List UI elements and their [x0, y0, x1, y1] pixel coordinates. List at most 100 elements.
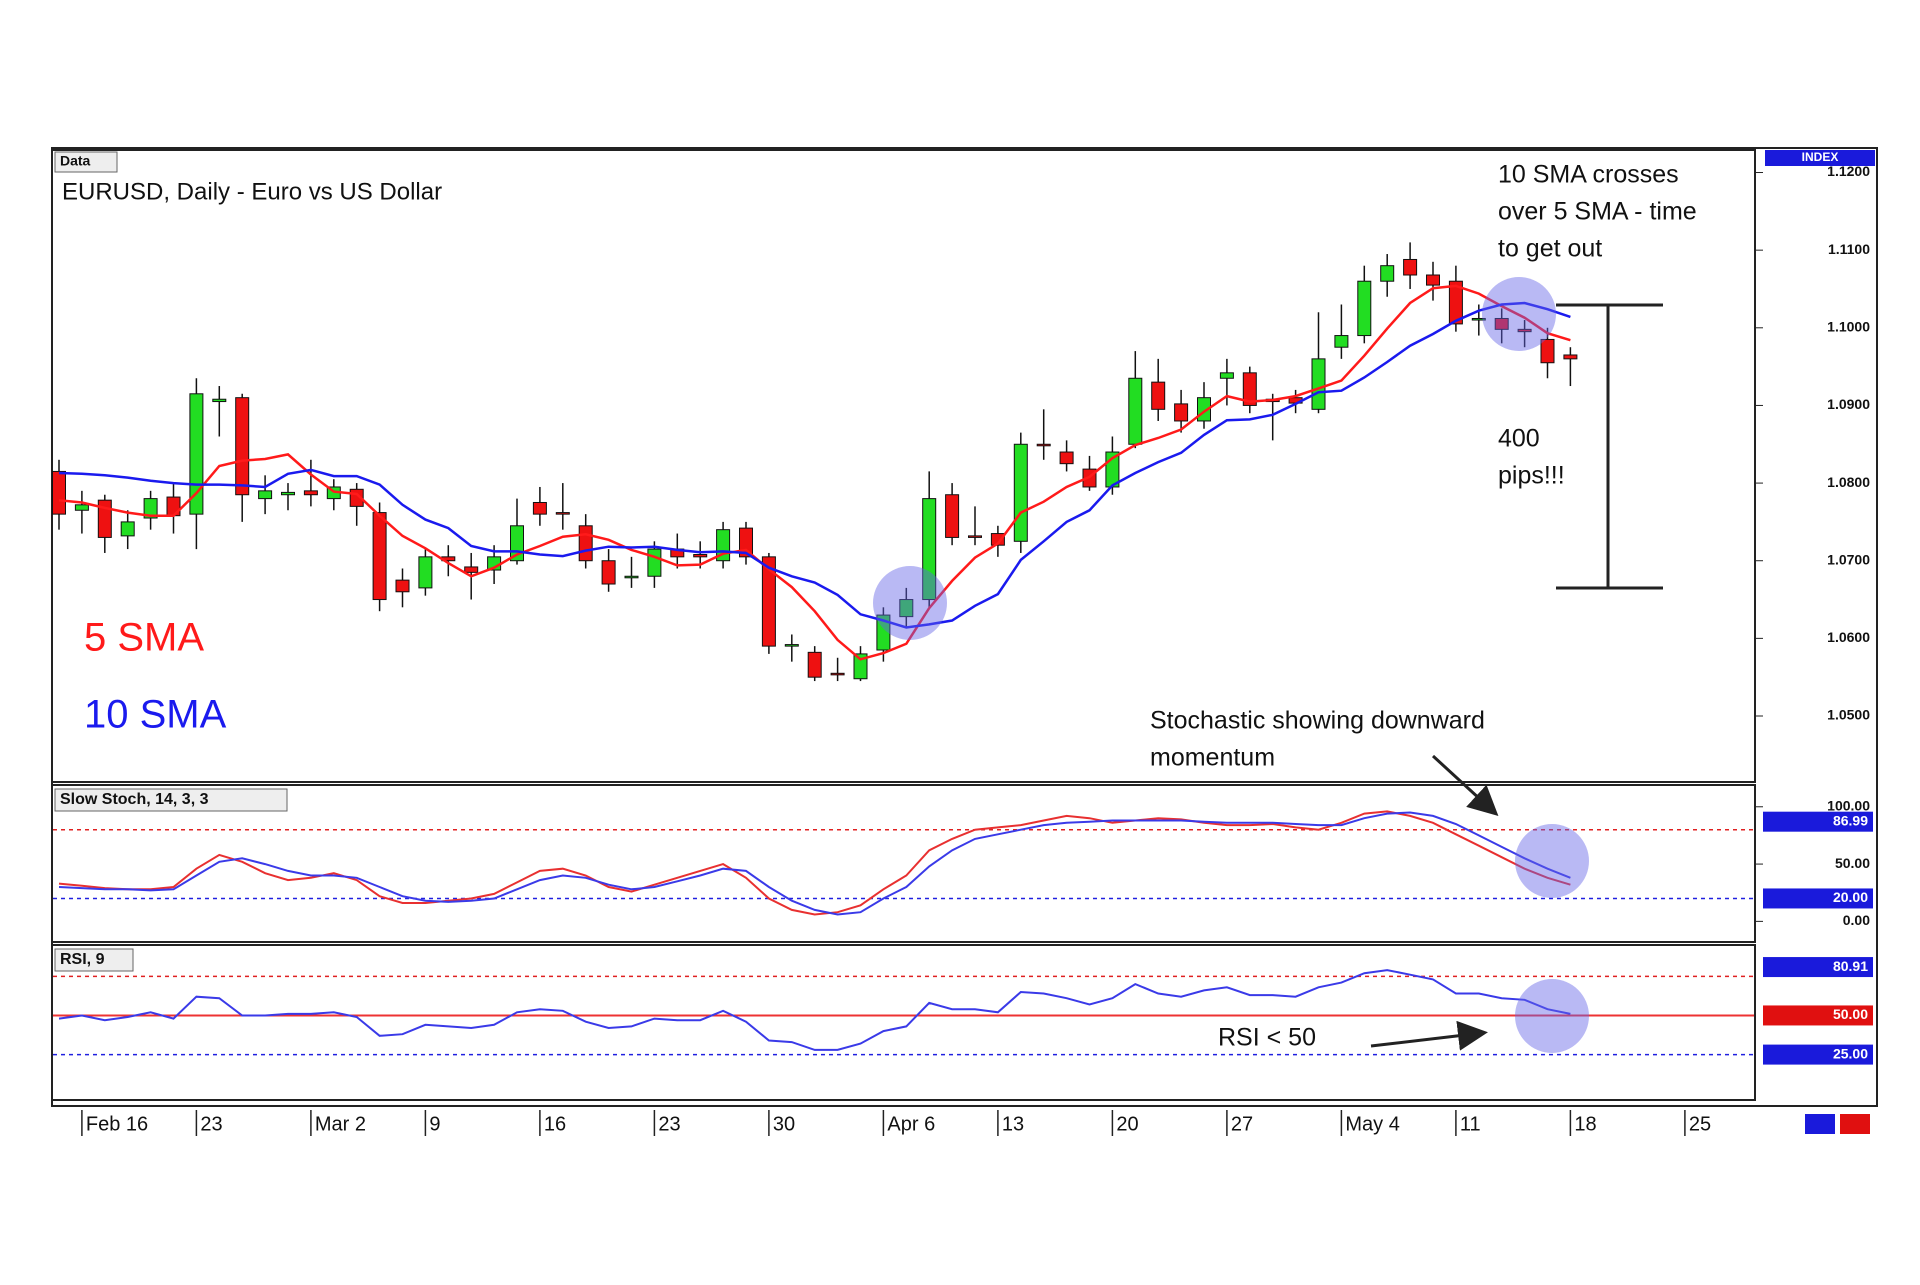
- candle-body: [1036, 443, 1051, 447]
- candle-body: [1563, 354, 1578, 360]
- candle-body: [52, 470, 66, 515]
- candle-body: [372, 512, 387, 601]
- panel-title: Slow Stoch, 14, 3, 3: [60, 791, 209, 808]
- header-box: [54, 151, 118, 173]
- candle-body: [1540, 338, 1555, 364]
- candle-body: [1013, 443, 1028, 542]
- x-tick-label: 18: [1574, 1113, 1596, 1135]
- candle-body: [1174, 403, 1189, 422]
- candle-body: [990, 533, 1005, 546]
- candle-body: [532, 501, 547, 515]
- candle-body: [1311, 358, 1326, 410]
- candle-body: [601, 560, 616, 585]
- value-badge: [1763, 811, 1873, 832]
- x-tick-label: 11: [1460, 1113, 1481, 1135]
- stoch-panel: [51, 784, 1756, 943]
- x-tick-label: May 4: [1345, 1113, 1399, 1135]
- annotation: Stochastic showing downward: [1150, 707, 1485, 735]
- y-tick-label: 1.1000: [1827, 319, 1870, 335]
- highlight-circle: [1515, 824, 1589, 898]
- candle-body: [647, 548, 662, 577]
- legend-label: 5 SMA: [84, 616, 204, 660]
- x-tick-label: Mar 2: [315, 1113, 366, 1135]
- x-tick-label: 27: [1231, 1113, 1253, 1135]
- y-tick-label: 0.00: [1843, 912, 1870, 928]
- x-tick-label: 20: [1116, 1113, 1138, 1135]
- candle-body: [235, 397, 250, 496]
- y-tick-label: 1.0700: [1827, 551, 1870, 567]
- value-badge: [1763, 888, 1873, 909]
- sma-line: [58, 301, 1571, 629]
- candle-body: [1242, 372, 1257, 406]
- candle-body: [120, 521, 135, 537]
- value-badge-label: 20.00: [1833, 889, 1868, 905]
- x-tick-label: 30: [773, 1113, 795, 1135]
- price-panel: [51, 149, 1756, 783]
- y-tick-label: 50.00: [1835, 855, 1870, 871]
- candle-body: [1494, 317, 1509, 330]
- arrow: [1370, 1020, 1488, 1051]
- value-badge: [1763, 1044, 1873, 1065]
- value-badge-label: 86.99: [1833, 812, 1868, 828]
- panel-title-box: [54, 788, 288, 812]
- value-badge: [1763, 1005, 1873, 1026]
- highlight-circle: [873, 566, 947, 640]
- candle-body: [1403, 258, 1418, 276]
- pips-bracket: [1556, 303, 1663, 590]
- marks: 1.0500 1.0600 1.0700 1.0800 1.0900 1.1000 1.11…: [52, 163, 1873, 1136]
- candle-body: [807, 651, 822, 678]
- annotation: 10 SMA crosses: [1498, 161, 1679, 189]
- x-tick-label: 23: [658, 1113, 680, 1135]
- candle-body: [1334, 335, 1349, 348]
- candle-body: [258, 490, 273, 500]
- x-tick-label: 13: [1002, 1113, 1024, 1135]
- annotation: pips!!!: [1498, 462, 1565, 490]
- scale-label: INDEX: [1802, 150, 1839, 164]
- candle-body: [281, 491, 295, 496]
- value-badge-label: 50.00: [1833, 1006, 1868, 1022]
- panel-title: RSI, 9: [60, 951, 105, 968]
- annotation: over 5 SMA - time: [1498, 198, 1697, 226]
- indicator-line: [58, 810, 1571, 916]
- value-badge: [1763, 957, 1873, 978]
- candle-body: [899, 599, 914, 618]
- highlights: [873, 277, 1589, 1053]
- annotation: RSI < 50: [1218, 1024, 1316, 1052]
- y-tick-label: 100.00: [1827, 797, 1870, 813]
- candle-body: [830, 672, 845, 676]
- x-tick-label: 9: [429, 1113, 440, 1135]
- candle-body: [1471, 317, 1486, 321]
- candle-body: [143, 498, 158, 519]
- highlight-circle: [1482, 277, 1556, 351]
- indicator-line: [58, 969, 1571, 1051]
- y-tick-label: 1.0800: [1827, 474, 1870, 490]
- candle-body: [968, 535, 982, 538]
- candle-body: [1517, 328, 1532, 333]
- candle-body: [693, 554, 708, 558]
- candle-body: [303, 490, 318, 496]
- toolbar-icon[interactable]: [1805, 1114, 1835, 1134]
- x-tick-label: 25: [1689, 1113, 1711, 1135]
- annotation: momentum: [1150, 744, 1275, 772]
- y-tick-label: 1.0500: [1827, 707, 1870, 723]
- highlight-circle: [1515, 979, 1589, 1053]
- candle-body: [922, 498, 937, 601]
- x-tick-label: 16: [544, 1113, 566, 1135]
- x-tick-label: Feb 16: [86, 1113, 148, 1135]
- value-badge-label: 25.00: [1833, 1045, 1868, 1061]
- y-tick-label: 1.1200: [1827, 163, 1870, 179]
- candle-body: [945, 494, 960, 538]
- y-tick-label: 1.1100: [1828, 241, 1870, 257]
- candle-body: [1151, 381, 1166, 410]
- scale-badge: [1765, 150, 1875, 166]
- chart-title: EURUSD, Daily - Euro vs US Dollar: [62, 178, 442, 205]
- candle-body: [853, 653, 868, 680]
- candle-body: [761, 556, 776, 647]
- candle-body: [1448, 280, 1463, 325]
- candle-body: [784, 644, 799, 647]
- candle-body: [624, 575, 639, 579]
- toolbar-icon[interactable]: [1840, 1114, 1870, 1134]
